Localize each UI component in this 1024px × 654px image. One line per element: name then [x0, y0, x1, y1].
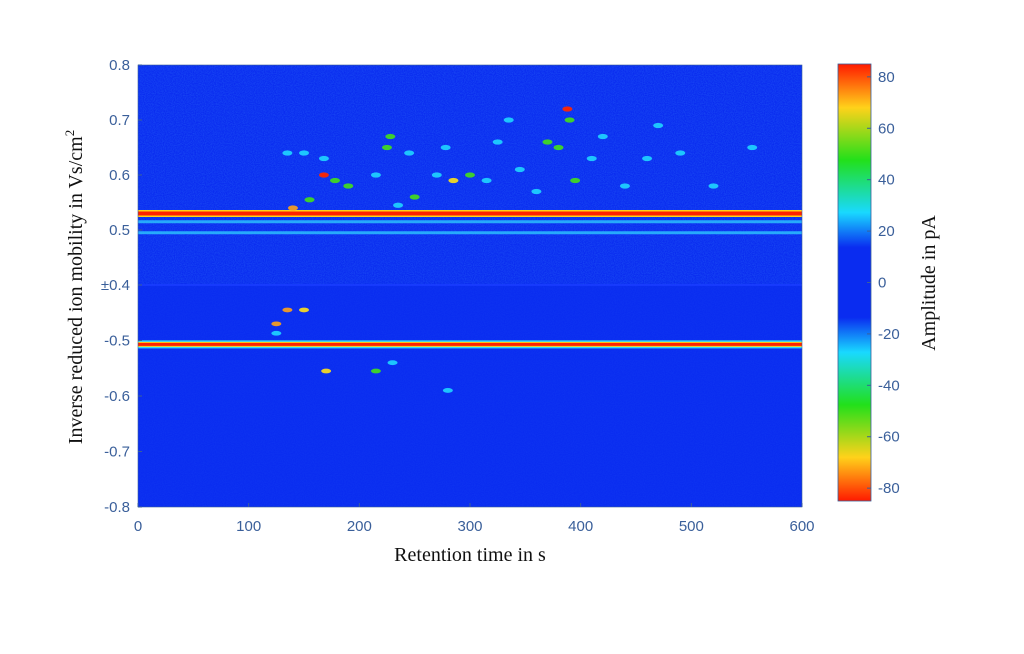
negative-reactant-ion-peak	[138, 342, 802, 346]
positive-peak	[564, 117, 575, 123]
positive-peak-core	[321, 173, 327, 177]
x-tick-label: 300	[457, 518, 482, 535]
colorbar-tick-label: 60	[878, 120, 895, 137]
y-tick-label: -0.8	[104, 499, 130, 516]
x-tick-label: 200	[347, 518, 372, 535]
positive-peak	[370, 172, 381, 178]
positive-peak	[393, 202, 404, 208]
positive-peak	[404, 150, 415, 156]
positive-peak	[409, 194, 420, 200]
x-tick-label: 500	[679, 518, 704, 535]
negative-peak	[370, 368, 381, 374]
positive-peak	[431, 172, 442, 178]
x-tick-label: 0	[134, 518, 142, 535]
colorbar-title: Amplitude in pA	[918, 215, 940, 351]
y-tick-label: 0.7	[109, 112, 130, 129]
y-tick-label: 0.6	[109, 167, 130, 184]
y-tick-label: -0.5	[104, 333, 130, 350]
positive-peak	[747, 144, 758, 151]
colorbar-tick-label: 0	[878, 275, 886, 292]
positive-peak	[465, 172, 475, 178]
y-axis-title-exponent: 2	[62, 130, 77, 137]
y-tick-label: 0.8	[109, 57, 130, 74]
positive-peak	[619, 183, 630, 189]
positive-peak	[385, 133, 396, 140]
negative-peak	[321, 368, 332, 374]
positive-peak	[553, 144, 564, 151]
colorbar-tick-label: -40	[878, 377, 900, 394]
negative-peak	[442, 388, 453, 393]
positive-peak	[448, 177, 459, 184]
positive-peak	[642, 155, 653, 162]
negative-peak	[299, 307, 309, 313]
colorbar-tick-label: 80	[878, 69, 895, 86]
y-tick-label: 0.5	[109, 222, 130, 239]
positive-peak	[708, 183, 719, 189]
colorbar-tick-label: 40	[878, 172, 895, 189]
positive-peak	[570, 177, 581, 184]
colorbar-tick-label: -60	[878, 429, 900, 446]
positive-mode-heatmap	[138, 65, 802, 285]
axes: 0 100 200 300 400 500 600 0.8 0.7 0.6 0.5 ±0.4 -0.5 -…	[101, 57, 815, 535]
positive-band	[138, 220, 802, 224]
positive-peak	[531, 188, 542, 195]
negative-peak	[387, 360, 398, 366]
negative-peak	[271, 330, 282, 336]
positive-peak	[586, 155, 597, 162]
positive-peak	[343, 183, 354, 189]
positive-reactant-ion-peak	[138, 211, 802, 216]
x-tick-label: 100	[236, 518, 261, 535]
positive-peak-core	[564, 107, 570, 111]
negative-peak	[282, 307, 293, 313]
x-tick-label: 400	[568, 518, 593, 535]
positive-peak	[282, 150, 293, 156]
positive-peak	[503, 117, 514, 123]
y-tick-label: ±0.4	[101, 277, 130, 294]
x-tick-label: 600	[789, 518, 814, 535]
negative-mode-noise	[138, 285, 802, 507]
positive-peak	[318, 155, 329, 162]
colorbar: 80 60 40 20 0 -20 -40 -60 -80	[837, 63, 900, 502]
y-axis-title: Inverse reduced ion mobility in Vs/cm2	[62, 130, 87, 444]
positive-peak	[382, 144, 392, 151]
colorbar-tick-label: 20	[878, 223, 895, 240]
negative-mode-heatmap	[138, 285, 802, 507]
positive-peak	[481, 177, 492, 184]
colorbar-tick-label: -20	[878, 326, 900, 343]
positive-peak	[299, 150, 309, 156]
positive-peak	[675, 150, 686, 156]
positive-peak	[653, 122, 664, 129]
x-axis-title: Retention time in s	[394, 544, 546, 566]
positive-peak	[514, 166, 525, 173]
positive-peak	[542, 139, 553, 145]
y-axis-title-text: Inverse reduced ion mobility in Vs/cm	[65, 136, 87, 444]
y-tick-label: -0.6	[104, 388, 130, 405]
colorbar-gradient	[837, 63, 872, 502]
positive-band	[138, 231, 802, 235]
positive-peak	[329, 177, 340, 184]
positive-peak	[440, 144, 451, 151]
positive-peak	[492, 139, 503, 145]
positive-peak	[597, 133, 608, 140]
y-tick-label: -0.7	[104, 444, 130, 461]
positive-peak	[287, 205, 298, 211]
positive-peak	[304, 197, 315, 203]
negative-peak	[271, 321, 282, 327]
colorbar-tick-label: -80	[878, 480, 900, 497]
